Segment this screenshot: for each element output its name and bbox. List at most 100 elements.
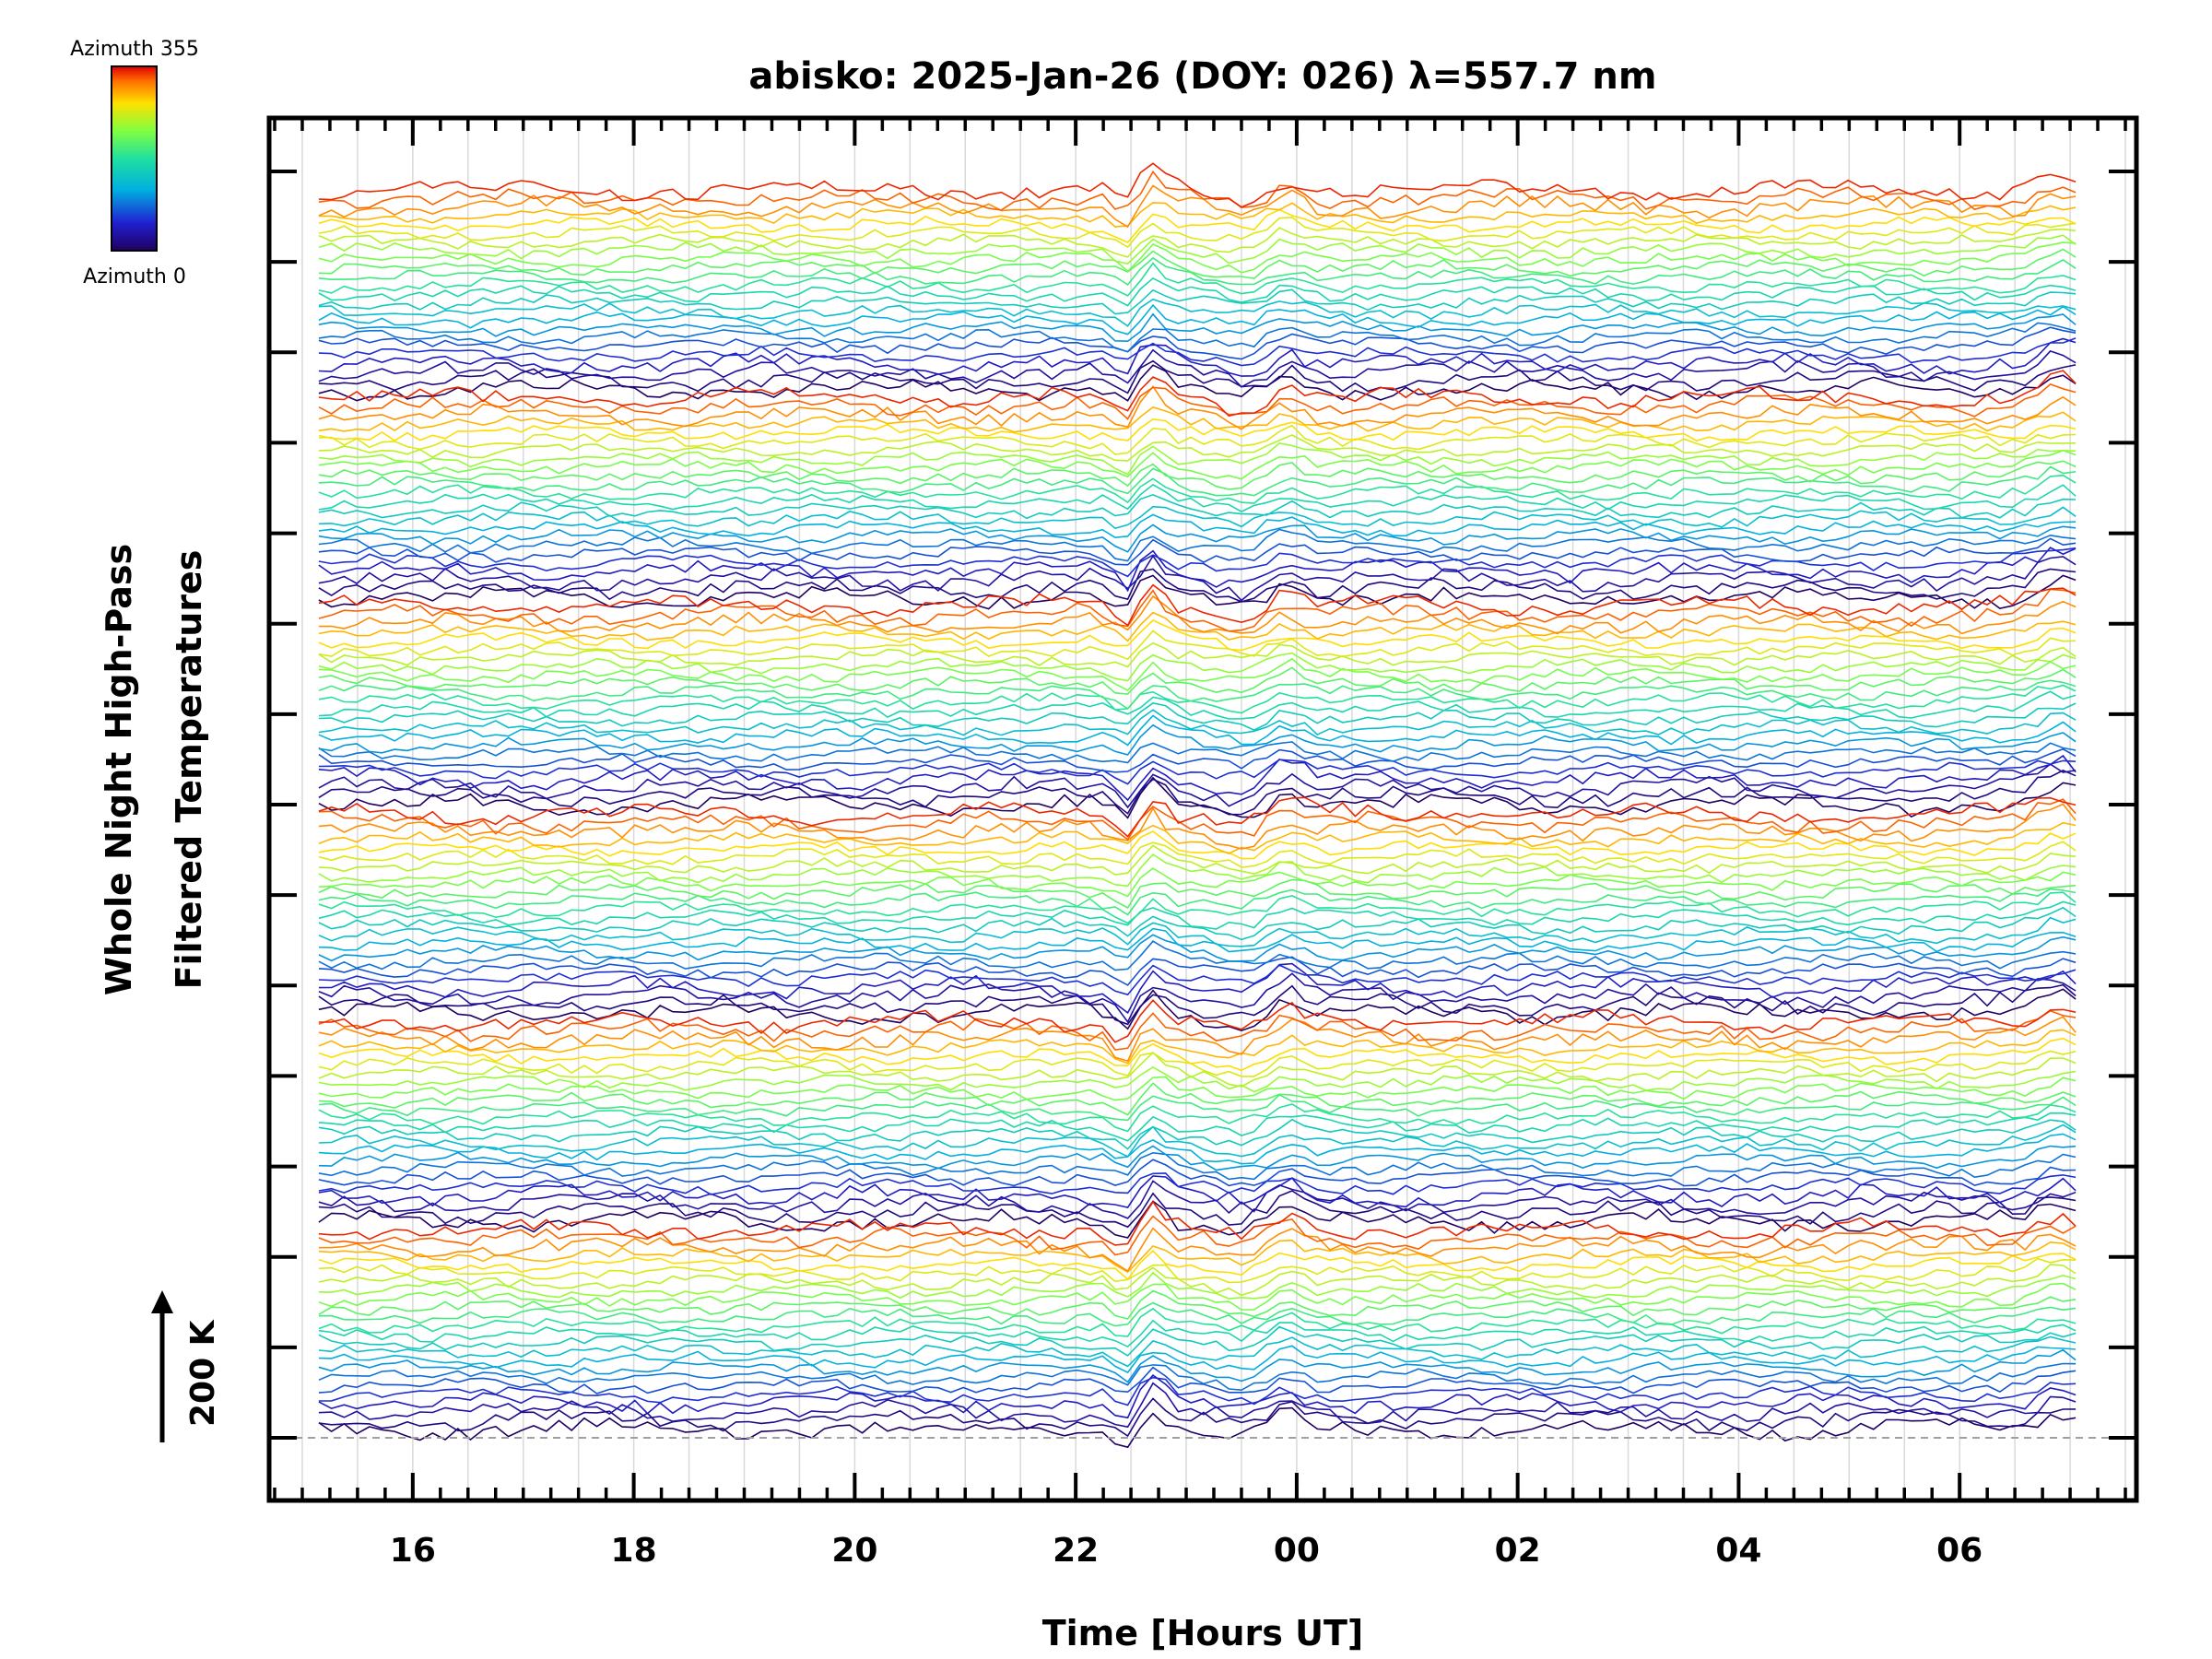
- series-line-37: [318, 465, 2077, 497]
- series-line-97: [318, 1190, 2077, 1229]
- series-line-66: [318, 629, 2077, 661]
- series-line-82: [318, 906, 2077, 941]
- series-line-136: [318, 1271, 2077, 1300]
- series-line-106: [318, 1118, 2077, 1150]
- series-line-8: [318, 303, 2077, 335]
- series-line-132: [318, 1307, 2077, 1337]
- series-line-31: [318, 524, 2077, 553]
- series-line-118: [318, 1009, 2077, 1051]
- series-line-64: [318, 652, 2077, 682]
- series-line-114: [318, 1050, 2077, 1077]
- x-tick-label: 00: [1274, 1532, 1320, 1570]
- series-line-135: [318, 1282, 2077, 1311]
- colorbar: Azimuth 355 Azimuth 0: [70, 38, 199, 288]
- series-line-77: [318, 956, 2077, 986]
- series-line-70: [318, 588, 2077, 632]
- series-line-0: [318, 364, 2077, 402]
- series-line-142: [318, 1215, 2077, 1256]
- series-line-30: [318, 528, 2077, 562]
- series-line-60: [318, 684, 2077, 714]
- series-line-122: [318, 1382, 2077, 1429]
- x-tick-label: 04: [1715, 1532, 1761, 1570]
- series-line-105: [318, 1124, 2077, 1158]
- series-line-6: [318, 322, 2077, 353]
- series-line-80: [318, 927, 2077, 953]
- series-line-53: [318, 747, 2077, 773]
- series-line-10: [318, 288, 2077, 315]
- scale-bar-arrowhead: [151, 1290, 173, 1313]
- series-line-102: [318, 1151, 2077, 1181]
- series-line-129: [318, 1335, 2077, 1368]
- series-line-113: [318, 1051, 2077, 1088]
- ticks: [269, 118, 2136, 1500]
- series-line-58: [318, 701, 2077, 731]
- series-line-107: [318, 1112, 2077, 1142]
- y-axis-label: Whole Night High-Pass Filtered Temperatu…: [99, 544, 209, 995]
- series-line-12: [318, 262, 2077, 297]
- scale-bar: 200 K: [151, 1290, 222, 1442]
- colorbar-top-label: Azimuth 355: [70, 38, 199, 61]
- series-line-112: [318, 1065, 2077, 1093]
- series-line-138: [318, 1257, 2077, 1284]
- series-line-108: [318, 1103, 2077, 1133]
- series-line-119: [318, 999, 2077, 1043]
- series-line-124: [318, 1376, 2077, 1406]
- data-series: [318, 162, 2077, 1449]
- series-line-78: [318, 940, 2077, 971]
- series-line-98: [318, 1180, 2077, 1219]
- series-line-75: [318, 962, 2077, 1015]
- series-line-54: [318, 741, 2077, 764]
- series-line-134: [318, 1289, 2077, 1320]
- series-line-14: [318, 248, 2077, 280]
- series-line-57: [318, 709, 2077, 736]
- series-line-71: [318, 583, 2077, 627]
- series-line-47: [318, 370, 2077, 418]
- series-line-128: [318, 1345, 2077, 1374]
- series-line-68: [318, 611, 2077, 642]
- series-line-93: [318, 803, 2077, 850]
- series-line-99: [318, 1175, 2077, 1209]
- colorbar-bottom-label: Azimuth 0: [83, 265, 186, 288]
- series-line-22: [318, 170, 2077, 211]
- series-line-23: [318, 162, 2077, 208]
- series-line-126: [318, 1362, 2077, 1392]
- series-line-123: [318, 1374, 2077, 1419]
- series-line-103: [318, 1145, 2077, 1171]
- series-line-36: [318, 474, 2077, 504]
- series-line-5: [318, 326, 2077, 360]
- series-line-9: [318, 298, 2077, 327]
- series-line-95: [318, 796, 2077, 838]
- series-line-11: [318, 276, 2077, 307]
- x-axis-label: Time [Hours UT]: [1042, 1613, 1364, 1653]
- series-line-115: [318, 1037, 2077, 1072]
- plot-frame: [266, 115, 2139, 1503]
- series-line-88: [318, 853, 2077, 888]
- series-line-137: [318, 1264, 2077, 1297]
- x-tick-label: 18: [611, 1532, 657, 1570]
- series-line-133: [318, 1301, 2077, 1327]
- series-line-40: [318, 442, 2077, 476]
- series-line-100: [318, 1172, 2077, 1195]
- series-line-92: [318, 821, 2077, 854]
- series-line-46: [318, 382, 2077, 420]
- y-axis-label-line1: Whole Night High-Pass: [99, 544, 139, 995]
- series-line-41: [318, 434, 2077, 462]
- series-line-87: [318, 867, 2077, 898]
- series-line-20: [318, 202, 2077, 228]
- series-line-21: [318, 184, 2077, 229]
- series-line-110: [318, 1082, 2077, 1116]
- series-line-89: [318, 844, 2077, 876]
- y-axis-label-line2: Filtered Temperatures: [169, 550, 209, 990]
- series-line-111: [318, 1076, 2077, 1101]
- series-line-27: [318, 547, 2077, 593]
- series-line-43: [318, 418, 2077, 441]
- series-line-117: [318, 1016, 2077, 1063]
- series-line-19: [318, 208, 2077, 243]
- series-line-59: [318, 690, 2077, 720]
- x-tick-label: 22: [1053, 1532, 1099, 1570]
- series-line-94: [318, 798, 2077, 841]
- series-line-74: [318, 972, 2077, 1024]
- series-line-61: [318, 679, 2077, 711]
- series-line-125: [318, 1366, 2077, 1394]
- series-line-24: [318, 574, 2077, 610]
